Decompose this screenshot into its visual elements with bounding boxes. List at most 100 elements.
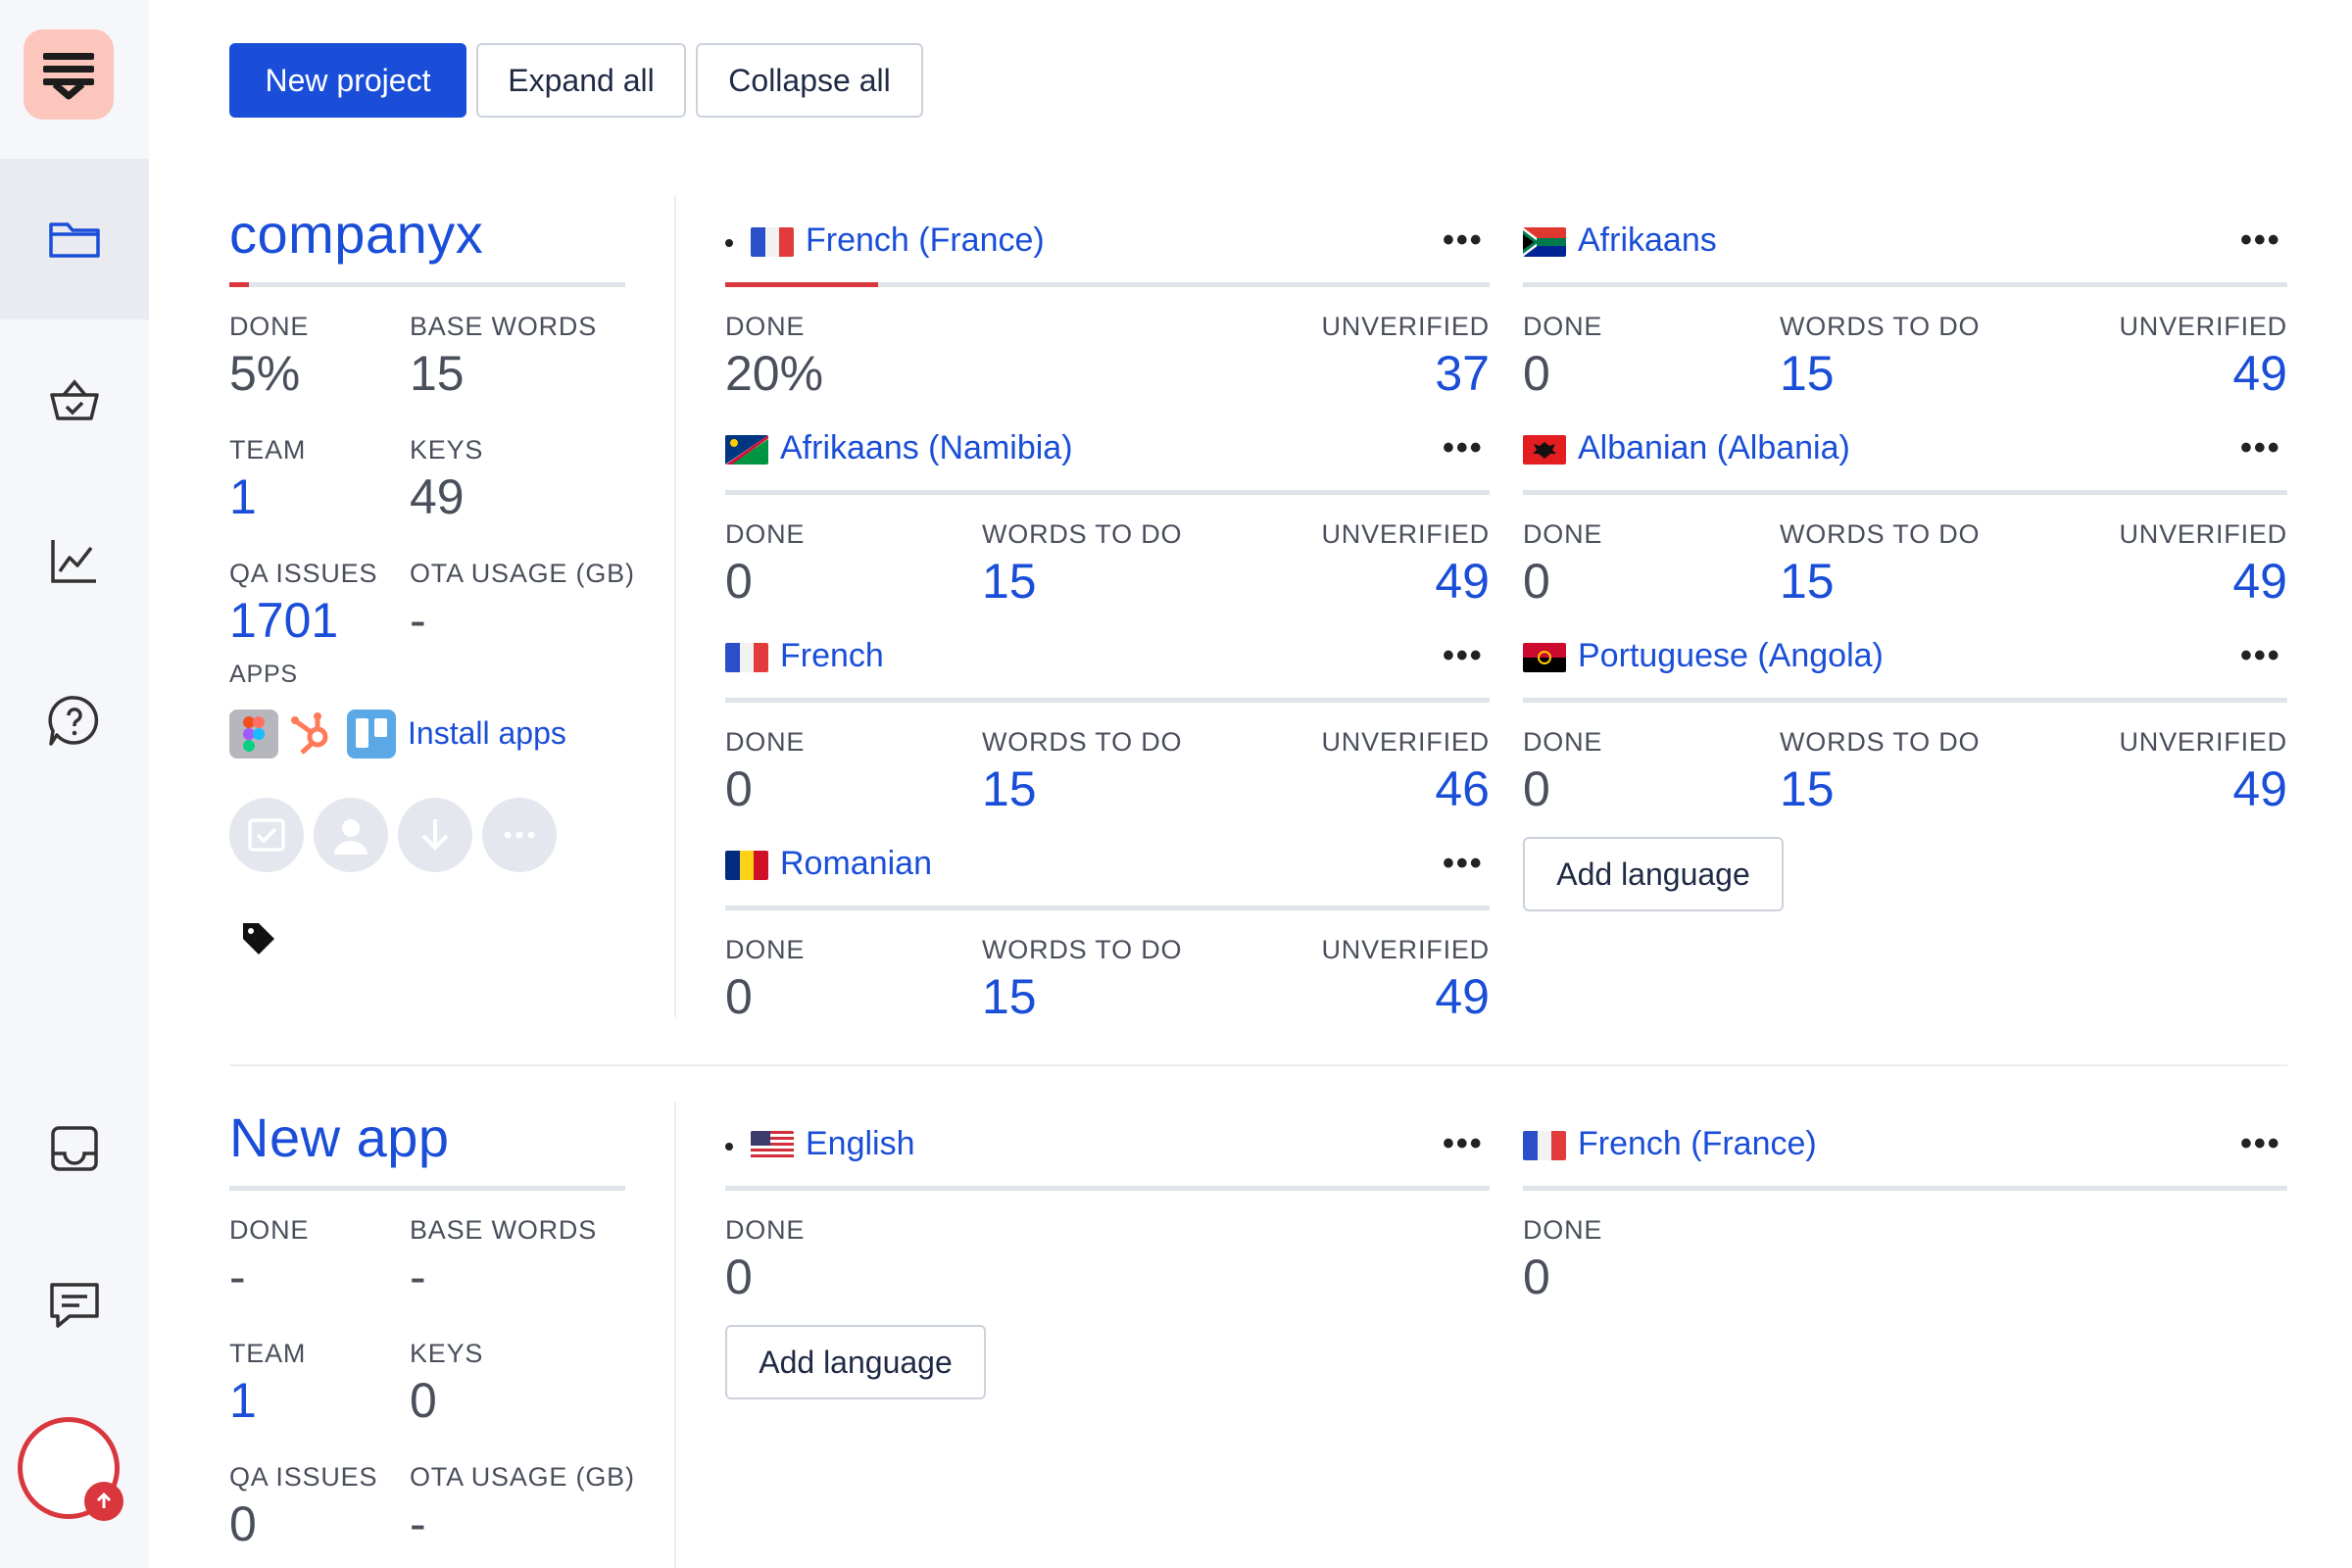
unverified-value[interactable]: 49 <box>2232 554 2287 609</box>
project-title[interactable]: New app <box>229 1106 450 1168</box>
language-name[interactable]: Albanian (Albania) <box>1578 429 1850 466</box>
base-words-label: BASE WORDS <box>410 1215 598 1245</box>
more-options-icon[interactable]: ••• <box>1443 845 1484 882</box>
unverified-label: UNVERIFIED <box>1321 935 1490 964</box>
words-to-do-value[interactable]: 15 <box>1780 761 1835 816</box>
keys-label: KEYS <box>410 435 484 465</box>
language-name[interactable]: French (France) <box>1578 1125 1817 1162</box>
team-label: TEAM <box>229 1339 307 1368</box>
nav-help[interactable] <box>0 641 149 802</box>
language-progress-bar <box>725 282 1490 287</box>
person-icon[interactable] <box>314 798 388 872</box>
flag-fr-icon <box>1523 1131 1566 1160</box>
language-name[interactable]: English <box>806 1125 915 1162</box>
add-language-button[interactable]: Add language <box>1523 837 1784 911</box>
more-options-icon[interactable]: ••• <box>1443 637 1484 674</box>
new-project-button[interactable]: New project <box>229 43 466 118</box>
more-options-icon[interactable]: ••• <box>1443 1125 1484 1162</box>
download-icon[interactable] <box>398 798 472 872</box>
words-to-do-value[interactable]: 15 <box>1780 346 1835 401</box>
nav-projects[interactable] <box>0 159 149 319</box>
unverified-value[interactable]: 49 <box>1435 969 1490 1024</box>
nav-inbox[interactable] <box>0 1068 149 1229</box>
done-label: DONE <box>725 727 806 757</box>
nav-statistics[interactable] <box>0 480 149 641</box>
language-progress-bar <box>1523 698 2287 703</box>
unverified-label: UNVERIFIED <box>2119 727 2287 757</box>
words-to-do-value[interactable]: 15 <box>982 761 1037 816</box>
nav-orders[interactable] <box>0 319 149 480</box>
expand-all-button[interactable]: Expand all <box>476 43 686 118</box>
ota-usage-value: - <box>410 593 426 648</box>
done-label: DONE <box>725 1215 806 1245</box>
done-value: 0 <box>725 554 753 609</box>
team-value[interactable]: 1 <box>229 1373 257 1428</box>
nav-comments[interactable] <box>0 1225 149 1386</box>
install-apps-link[interactable]: Install apps <box>408 715 566 751</box>
figma-icon[interactable] <box>229 710 278 759</box>
done-label: DONE <box>725 935 806 964</box>
language-name[interactable]: French (France) <box>806 221 1045 259</box>
tag-icon[interactable] <box>239 919 278 963</box>
ota-usage-label: OTA USAGE (GB) <box>410 1462 635 1492</box>
unverified-label: UNVERIFIED <box>1321 312 1490 341</box>
language-name[interactable]: Afrikaans <box>1578 221 1717 259</box>
inbox-icon <box>51 1126 98 1171</box>
hubspot-icon[interactable] <box>288 710 337 759</box>
project-separator <box>229 1064 2287 1066</box>
base-language-bullet <box>725 239 733 247</box>
more-apps-icon[interactable] <box>482 798 557 872</box>
words-to-do-value[interactable]: 15 <box>982 554 1037 609</box>
review-icon[interactable] <box>229 798 304 872</box>
words-to-do-value[interactable]: 15 <box>1780 554 1835 609</box>
chart-line-icon <box>51 540 96 583</box>
more-options-icon[interactable]: ••• <box>2240 1125 2281 1162</box>
ota-usage-value: - <box>410 1496 426 1551</box>
language-progress-bar <box>725 1186 1490 1191</box>
logo-icon <box>43 53 94 100</box>
more-options-icon[interactable]: ••• <box>1443 221 1484 259</box>
words-to-do-label: WORDS TO DO <box>1780 312 1981 341</box>
language-name[interactable]: French <box>780 637 884 674</box>
upload-badge-icon <box>84 1482 123 1521</box>
collapse-all-button[interactable]: Collapse all <box>696 43 923 118</box>
flag-na-icon <box>725 435 768 465</box>
done-value: 0 <box>1523 1250 1550 1304</box>
language-progress-bar <box>1523 490 2287 495</box>
flag-al-icon <box>1523 435 1566 465</box>
divider <box>674 196 676 1017</box>
unverified-value[interactable]: 46 <box>1435 761 1490 816</box>
unverified-label: UNVERIFIED <box>1321 519 1490 549</box>
done-value: 0 <box>725 969 753 1024</box>
language-name[interactable]: Afrikaans (Namibia) <box>780 429 1073 466</box>
apps-label: APPS <box>229 661 298 688</box>
unverified-value[interactable]: 49 <box>2232 761 2287 816</box>
done-label: DONE <box>229 1215 310 1245</box>
keys-label: KEYS <box>410 1339 484 1368</box>
done-value: 20% <box>725 346 824 401</box>
language-name[interactable]: Portuguese (Angola) <box>1578 637 1884 674</box>
language-name[interactable]: Romanian <box>780 845 932 882</box>
more-options-icon[interactable]: ••• <box>2240 429 2281 466</box>
more-options-icon[interactable]: ••• <box>2240 637 2281 674</box>
trello-icon[interactable] <box>347 710 396 759</box>
words-to-do-value[interactable]: 15 <box>982 969 1037 1024</box>
unverified-value[interactable]: 49 <box>2232 346 2287 401</box>
project-title[interactable]: companyx <box>229 203 484 265</box>
keys-value: 0 <box>410 1373 437 1428</box>
unverified-label: UNVERIFIED <box>1321 727 1490 757</box>
unverified-value[interactable]: 49 <box>1435 554 1490 609</box>
qa-issues-value: 0 <box>229 1496 257 1551</box>
more-options-icon[interactable]: ••• <box>2240 221 2281 259</box>
done-value: 0 <box>725 1250 753 1304</box>
team-value[interactable]: 1 <box>229 469 257 524</box>
flag-fr-icon <box>751 227 794 257</box>
add-language-button[interactable]: Add language <box>725 1325 986 1399</box>
qa-issues-value[interactable]: 1701 <box>229 593 339 648</box>
done-label: DONE <box>725 312 806 341</box>
unverified-value[interactable]: 37 <box>1435 346 1490 401</box>
more-options-icon[interactable]: ••• <box>1443 429 1484 466</box>
base-words-label: BASE WORDS <box>410 312 598 341</box>
flag-ao-icon <box>1523 643 1566 672</box>
app-logo[interactable] <box>24 29 114 120</box>
